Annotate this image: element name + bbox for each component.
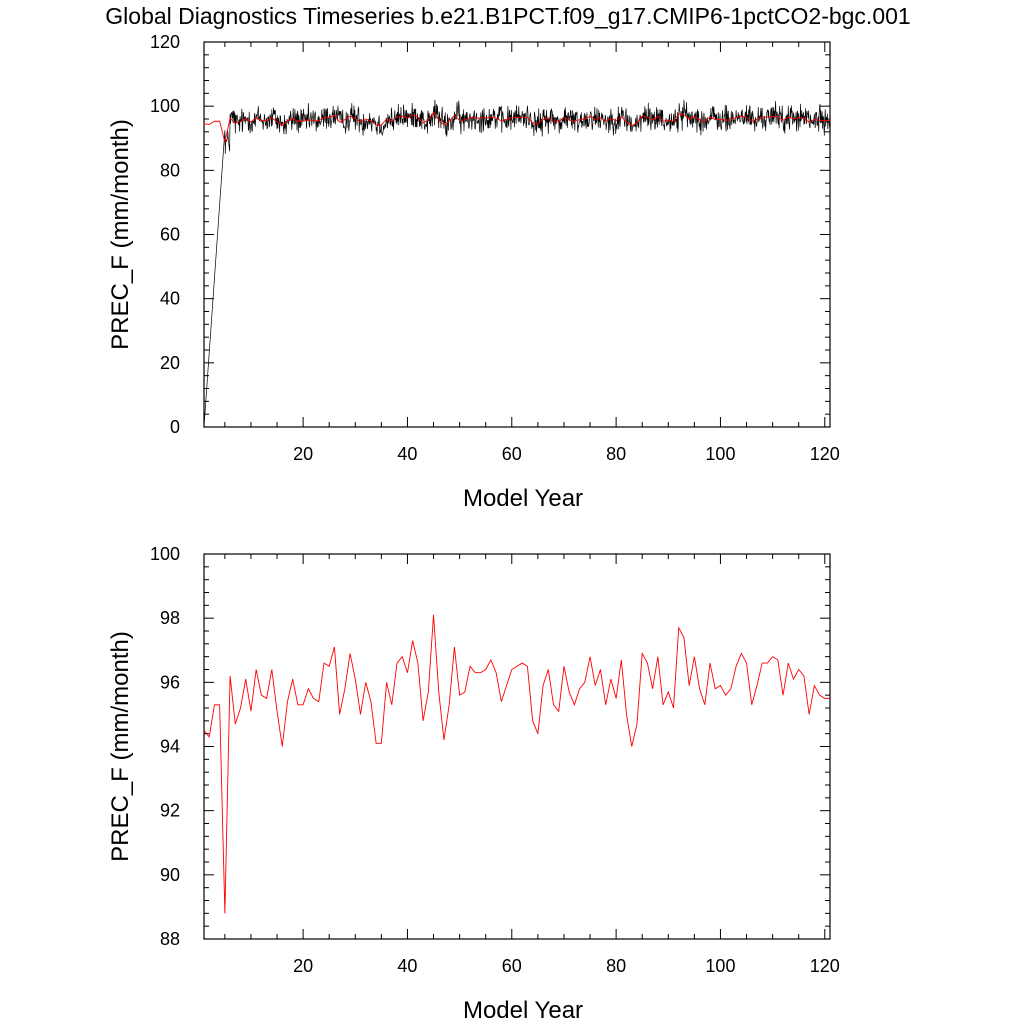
- y-axis-label: PREC_F (mm/month): [107, 631, 134, 862]
- x-tick-label: 100: [705, 444, 735, 464]
- x-tick-label: 40: [397, 444, 417, 464]
- y-tick-label: 92: [160, 801, 180, 821]
- y-tick-label: 120: [150, 32, 180, 52]
- y-tick-label: 100: [150, 544, 180, 564]
- figure-title: Global Diagnostics Timeseries b.e21.B1PC…: [105, 3, 910, 29]
- y-tick-label: 98: [160, 608, 180, 628]
- x-tick-label: 80: [606, 956, 626, 976]
- y-tick-label: 40: [160, 289, 180, 309]
- monthly-series-line: [204, 99, 830, 427]
- annual-series-line: [204, 614, 830, 914]
- x-tick-label: 80: [606, 444, 626, 464]
- x-tick-label: 100: [705, 956, 735, 976]
- y-tick-label: 90: [160, 865, 180, 885]
- y-tick-label: 100: [150, 96, 180, 116]
- x-tick-label: 120: [810, 444, 840, 464]
- x-tick-label: 40: [397, 956, 417, 976]
- y-tick-label: 0: [170, 417, 180, 437]
- x-axis-label: Model Year: [463, 485, 583, 512]
- chart-panel-top: 20 40 60 80 100 120 0 20 40 60 80 100 120 Model Year P…: [107, 32, 840, 512]
- chart-panel-bottom: 20 40 60 80 100 120 88 90 92 94 96 98 100 Model Year P…: [107, 544, 840, 1024]
- y-axis-label: PREC_F (mm/month): [107, 119, 134, 350]
- y-tick-label: 88: [160, 929, 180, 949]
- y-tick-label: 96: [160, 672, 180, 692]
- plot-frame: [203, 41, 831, 428]
- x-tick-label: 60: [502, 956, 522, 976]
- y-tick-label: 60: [160, 225, 180, 245]
- plot-frame: [203, 553, 831, 940]
- annual-series-line: [204, 111, 830, 143]
- y-tick-label: 94: [160, 737, 180, 757]
- x-axis-label: Model Year: [463, 997, 583, 1024]
- x-tick-label: 120: [810, 956, 840, 976]
- x-tick-label: 60: [502, 444, 522, 464]
- y-tick-label: 80: [160, 160, 180, 180]
- x-tick-label: 20: [293, 444, 313, 464]
- y-tick-label: 20: [160, 353, 180, 373]
- x-tick-label: 20: [293, 956, 313, 976]
